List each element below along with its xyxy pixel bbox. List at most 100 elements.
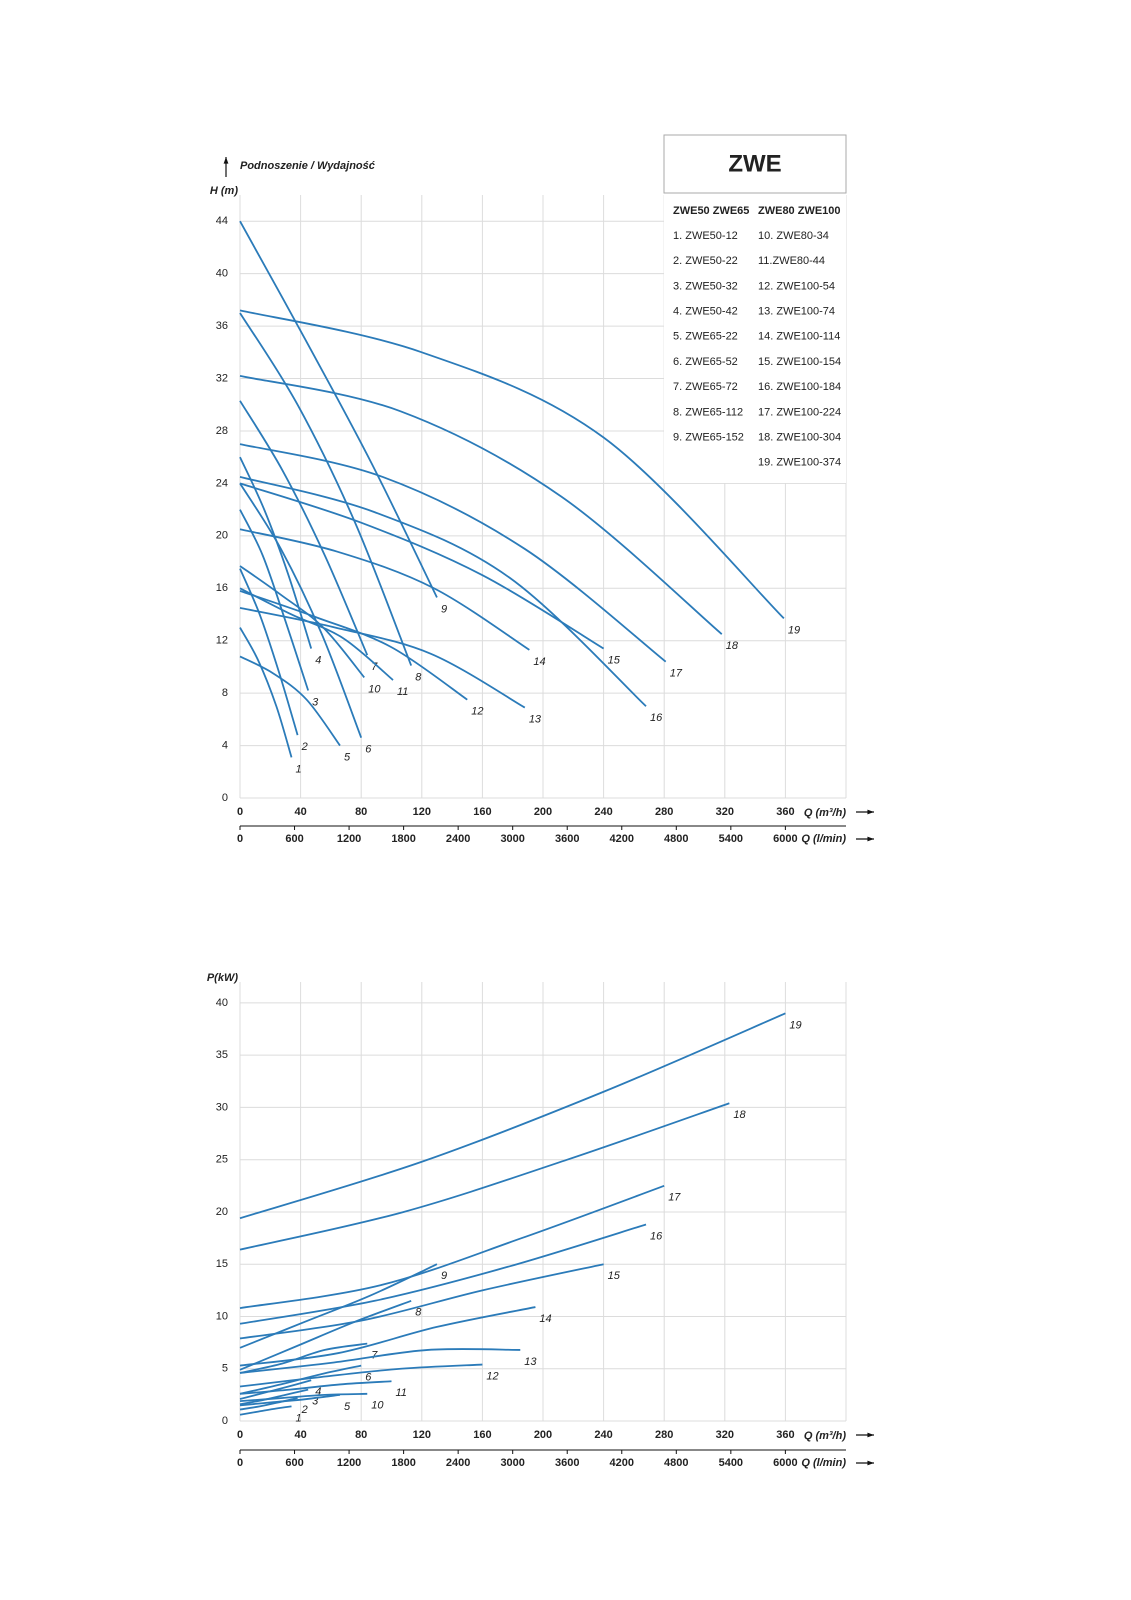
y-tick-label: 15 — [216, 1258, 228, 1270]
curve-label: 12 — [471, 706, 483, 718]
y-tick-label: 12 — [216, 635, 228, 647]
curve-label: 9 — [441, 603, 447, 615]
y-tick-label: 44 — [216, 215, 228, 227]
curve — [239, 655, 341, 747]
legend-item: 6. ZWE65-52 — [673, 356, 738, 368]
x2-axis-label: Q (l/min) — [801, 1457, 846, 1469]
y-tick-label: 0 — [222, 792, 228, 804]
x2-tick-label: 4800 — [664, 1457, 688, 1469]
curve-label: 10 — [371, 1400, 384, 1412]
curve — [239, 1348, 521, 1374]
x-tick-label: 320 — [716, 806, 734, 818]
legend-item: 11.ZWE80-44 — [758, 255, 825, 267]
curve — [239, 375, 723, 635]
x2-tick-label: 5400 — [719, 833, 743, 845]
y-tick-label: 0 — [222, 1415, 228, 1427]
curve — [239, 1102, 730, 1251]
curve-label: 5 — [344, 1401, 351, 1413]
curve-label: 16 — [650, 712, 663, 724]
x2-tick-label: 600 — [285, 833, 303, 845]
curve — [239, 312, 413, 666]
y-tick-label: 5 — [222, 1363, 228, 1375]
curve-label: 19 — [789, 1019, 801, 1031]
x-tick-label: 80 — [355, 806, 367, 818]
arrow-head — [867, 1460, 874, 1466]
y-tick-label: 25 — [216, 1154, 228, 1166]
legend-item: 10. ZWE80-34 — [758, 230, 829, 242]
y-axis-label: H (m) — [210, 185, 238, 197]
x2-tick-label: 4200 — [610, 1457, 634, 1469]
curve — [239, 607, 526, 709]
legend-item: 15. ZWE100-154 — [758, 356, 841, 368]
curve-label: 4 — [315, 654, 321, 666]
x2-axis-label: Q (l/min) — [801, 833, 846, 845]
legend-item: 13. ZWE100-74 — [758, 306, 835, 318]
curve-label: 2 — [301, 1404, 308, 1416]
y-tick-label: 35 — [216, 1049, 228, 1061]
x2-tick-label: 0 — [237, 833, 243, 845]
curve — [239, 1405, 292, 1416]
x2-tick-label: 3000 — [500, 833, 524, 845]
y-tick-label: 4 — [222, 739, 228, 751]
y-tick-label: 20 — [216, 1206, 228, 1218]
legend-item: 4. ZWE50-42 — [673, 306, 738, 318]
curve — [239, 1299, 412, 1371]
legend-item: 19. ZWE100-374 — [758, 457, 841, 469]
curve-label: 13 — [529, 713, 542, 725]
curve — [239, 1184, 665, 1309]
curve-label: 13 — [524, 1356, 537, 1368]
arrow-head — [867, 1432, 874, 1438]
curve — [239, 443, 667, 663]
curve-label: 6 — [365, 744, 372, 756]
curve — [239, 568, 299, 736]
legend-item: 2. ZWE50-22 — [673, 255, 738, 267]
curve-label: 19 — [788, 624, 800, 636]
curve-label: 7 — [371, 1350, 378, 1362]
x-tick-label: 120 — [413, 1429, 431, 1441]
y-tick-label: 8 — [222, 687, 228, 699]
curve-label: 16 — [650, 1230, 663, 1242]
curve-label: 15 — [608, 1270, 621, 1282]
curve-label: 3 — [312, 1396, 319, 1408]
curve — [239, 475, 647, 707]
x-tick-label: 240 — [594, 806, 612, 818]
curve-label: 3 — [312, 696, 319, 708]
curve-label: 14 — [533, 656, 545, 668]
curve-label: 2 — [301, 741, 308, 753]
curve-label: 9 — [441, 1270, 447, 1282]
y-tick-label: 20 — [216, 530, 228, 542]
legend-item: 3. ZWE50-32 — [673, 280, 738, 292]
legend-item: 5. ZWE65-22 — [673, 331, 738, 343]
arrow-head — [867, 809, 874, 815]
curve — [239, 482, 363, 739]
legend-item: 9. ZWE65-152 — [673, 432, 744, 444]
x-axis-label: Q (m³/h) — [804, 1430, 846, 1442]
curve-label: 7 — [371, 661, 378, 673]
curve-label: 17 — [670, 668, 683, 680]
curve-label: 6 — [365, 1372, 372, 1384]
y-axis-label: P(kW) — [207, 972, 239, 984]
legend-item: 17. ZWE100-224 — [758, 406, 841, 418]
curve — [239, 1379, 312, 1400]
x-tick-label: 280 — [655, 1429, 673, 1441]
x2-tick-label: 2400 — [446, 1457, 470, 1469]
y-tick-label: 32 — [216, 372, 228, 384]
curve — [239, 1363, 483, 1388]
x-tick-label: 320 — [716, 1429, 734, 1441]
chart-title: Podnoszenie / Wydajność — [240, 160, 376, 172]
y-tick-label: 30 — [216, 1101, 228, 1113]
x2-tick-label: 5400 — [719, 1457, 743, 1469]
curve-label: 10 — [368, 683, 381, 695]
legend-item: 18. ZWE100-304 — [758, 432, 841, 444]
x2-tick-label: 1800 — [391, 833, 415, 845]
arrow-head — [867, 836, 874, 842]
legend-item: 14. ZWE100-114 — [758, 331, 840, 343]
legend-title-box — [663, 134, 847, 194]
x-tick-label: 40 — [294, 1429, 306, 1441]
x-tick-label: 240 — [594, 1429, 612, 1441]
x2-tick-label: 1200 — [337, 833, 361, 845]
legend-item: 7. ZWE65-72 — [673, 381, 738, 393]
x2-tick-label: 3600 — [555, 1457, 579, 1469]
x-tick-label: 80 — [355, 1429, 367, 1441]
legend-item: 12. ZWE100-54 — [758, 280, 835, 292]
